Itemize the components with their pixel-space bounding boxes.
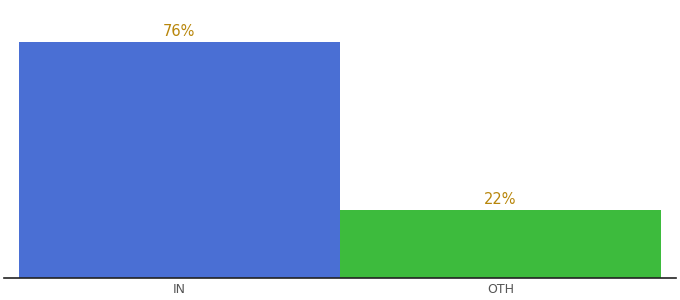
Text: 76%: 76% [163, 24, 196, 39]
Bar [19, 41, 340, 278]
Text: 22%: 22% [484, 192, 517, 207]
Bar [340, 209, 661, 278]
